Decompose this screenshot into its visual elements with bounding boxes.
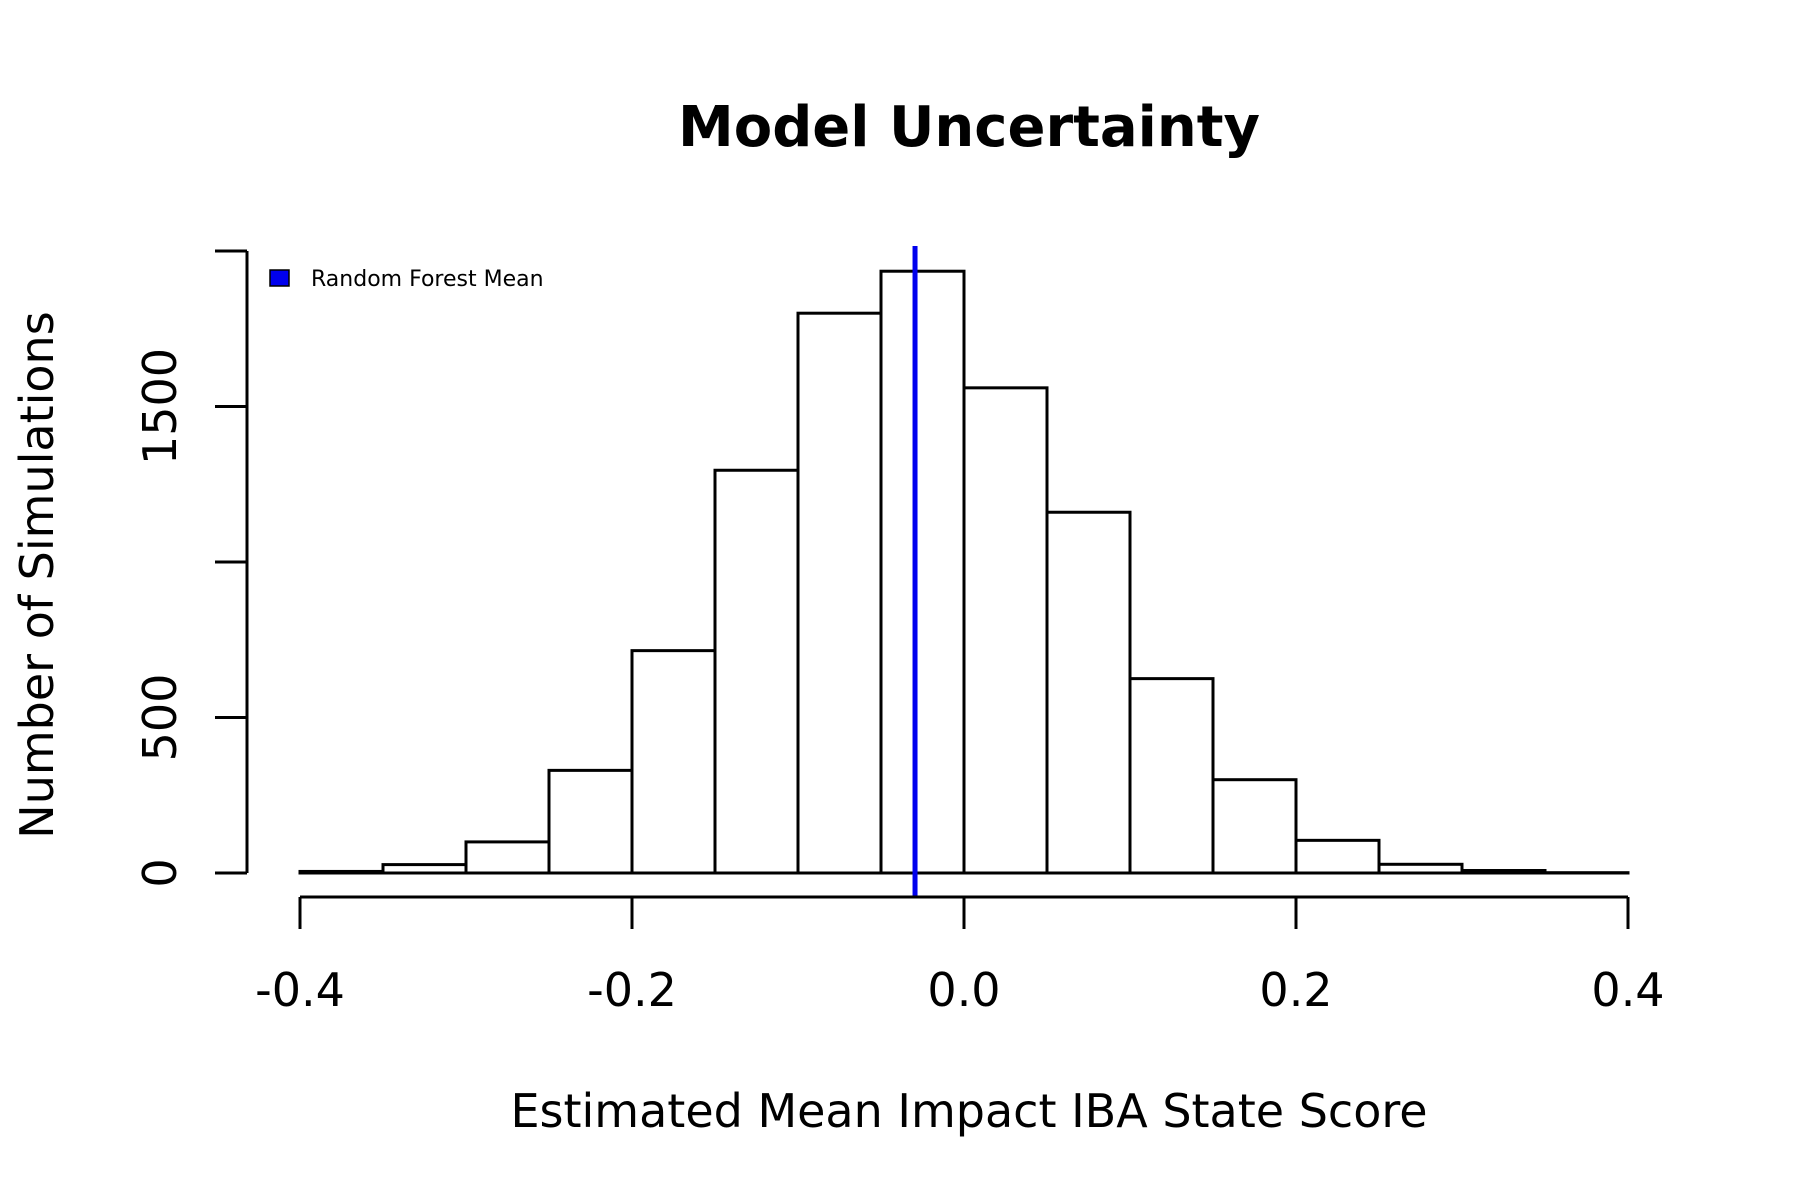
- x-tick-label-0: -0.4: [255, 963, 345, 1017]
- histogram-bar-1: [381, 863, 468, 875]
- x-axis: -0.4 -0.2 0.0 0.2 0.4: [255, 895, 1665, 1017]
- x-tick-label-4: 0.4: [1591, 963, 1664, 1017]
- y-tick-label-3: 1500: [133, 348, 187, 465]
- histogram-bar-5: [713, 468, 800, 875]
- y-axis: 0 500 1500: [133, 249, 249, 888]
- legend-entry-label: Random Forest Mean: [311, 267, 544, 292]
- x-axis-label: Estimated Mean Impact IBA State Score: [510, 1084, 1427, 1138]
- histogram-bar-11: [1211, 778, 1298, 875]
- histogram-bar-4: [630, 649, 717, 875]
- histogram-bar-10: [1128, 677, 1215, 875]
- histogram-bar-14: [1460, 869, 1547, 875]
- legend-swatch: [269, 269, 290, 287]
- y-tick-label-1: 500: [133, 674, 187, 762]
- y-axis-label: Number of Simulations: [10, 311, 64, 838]
- histogram-bar-7: [879, 269, 966, 875]
- legend: Random Forest Mean: [269, 267, 544, 292]
- x-tick-label-2: 0.0: [927, 963, 1000, 1017]
- histogram-bar-6: [796, 311, 883, 875]
- histogram-bar-3: [547, 768, 634, 875]
- y-tick-label-0: 0: [133, 858, 187, 887]
- x-tick-label-3: 0.2: [1259, 963, 1332, 1017]
- histogram-bar-2: [464, 840, 551, 875]
- x-tick-label-1: -0.2: [587, 963, 677, 1017]
- histogram-bar-0: [298, 869, 385, 875]
- histogram-bar-12: [1294, 838, 1381, 875]
- chart-title: Model Uncertainty: [678, 95, 1260, 160]
- histogram-bars: [298, 269, 1630, 875]
- histogram-bar-13: [1377, 862, 1464, 875]
- histogram-bar-8: [962, 386, 1049, 875]
- histogram-bar-9: [1045, 510, 1132, 875]
